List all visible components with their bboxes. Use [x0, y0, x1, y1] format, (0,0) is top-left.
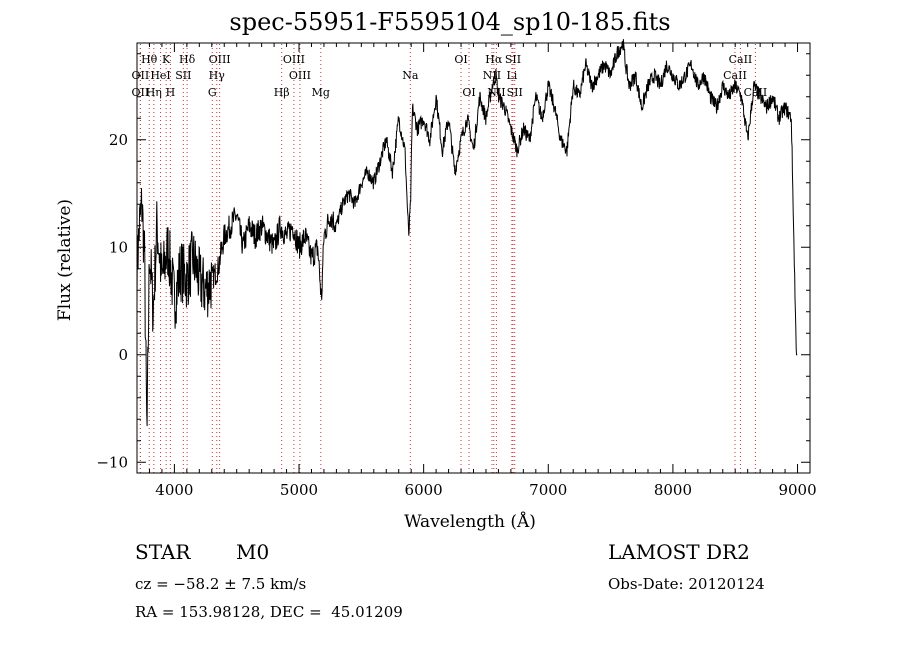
x-axis-label: Wavelength (Å) — [404, 512, 536, 532]
line-marker-label: OIII — [209, 53, 231, 66]
line-marker-label: G — [208, 86, 217, 99]
x-tick-label: 5000 — [280, 481, 318, 499]
line-marker-label: OIII — [283, 53, 305, 66]
line-marker-label: NII — [483, 69, 501, 82]
x-tick-label: 6000 — [405, 481, 443, 499]
survey-label: LAMOST DR2 — [608, 540, 750, 564]
line-marker-label: HeI — [150, 69, 170, 82]
obs-date-text: Obs-Date: 20120124 — [608, 575, 765, 593]
y-tick-label: −10 — [96, 453, 128, 471]
line-marker-label: Hδ — [179, 53, 196, 66]
y-tick-label: 10 — [109, 238, 128, 256]
line-marker-label: CaII — [729, 53, 753, 66]
line-marker-label: K — [162, 53, 171, 66]
axis-tick-labels: 4000 5000 6000 7000 8000 9000 −10 0 10 20 — [96, 131, 816, 499]
spectrum-line — [136, 39, 798, 427]
x-tick-label: 9000 — [778, 481, 816, 499]
plot-frame — [136, 42, 811, 474]
line-marker-label: Na — [402, 69, 419, 82]
axis-ticks — [137, 43, 810, 473]
x-tick-label: 7000 — [529, 481, 567, 499]
line-marker-label: Hβ — [274, 86, 290, 99]
x-tick-label: 8000 — [654, 481, 692, 499]
line-marker-label: Li — [506, 69, 517, 82]
line-marker-label: Hθ — [141, 53, 158, 66]
line-marker-label: OII — [132, 86, 150, 99]
line-marker-label: Hγ — [209, 69, 226, 82]
line-marker-label: Mg — [312, 86, 330, 99]
line-marker-label: Hα — [485, 53, 503, 66]
object-class-label: STAR — [135, 540, 191, 564]
coordinates-text: RA = 153.98128, DEC = 45.01209 — [135, 603, 403, 621]
line-marker-label: SII — [505, 53, 521, 66]
chart-title: spec-55951-F5595104_sp10-185.fits — [229, 8, 671, 36]
y-tick-label: 0 — [118, 346, 128, 364]
line-marker-label: OI — [462, 86, 475, 99]
subclass-label: M0 — [236, 540, 270, 564]
line-marker-label: OI — [454, 53, 467, 66]
line-marker-label: OIII — [289, 69, 311, 82]
y-axis-label: Flux (relative) — [55, 198, 75, 322]
line-marker-label: SII — [507, 86, 523, 99]
line-marker-label: CaII — [744, 86, 768, 99]
line-marker-label: H — [166, 86, 176, 99]
redshift-text: cz = −58.2 ± 7.5 km/s — [135, 575, 307, 593]
x-tick-label: 4000 — [155, 481, 193, 499]
line-marker-group — [139, 44, 756, 473]
line-marker-label: CaII — [723, 69, 747, 82]
line-marker-label: Hη — [146, 86, 162, 99]
line-marker-label: SII — [175, 69, 191, 82]
y-tick-label: 20 — [109, 131, 128, 149]
